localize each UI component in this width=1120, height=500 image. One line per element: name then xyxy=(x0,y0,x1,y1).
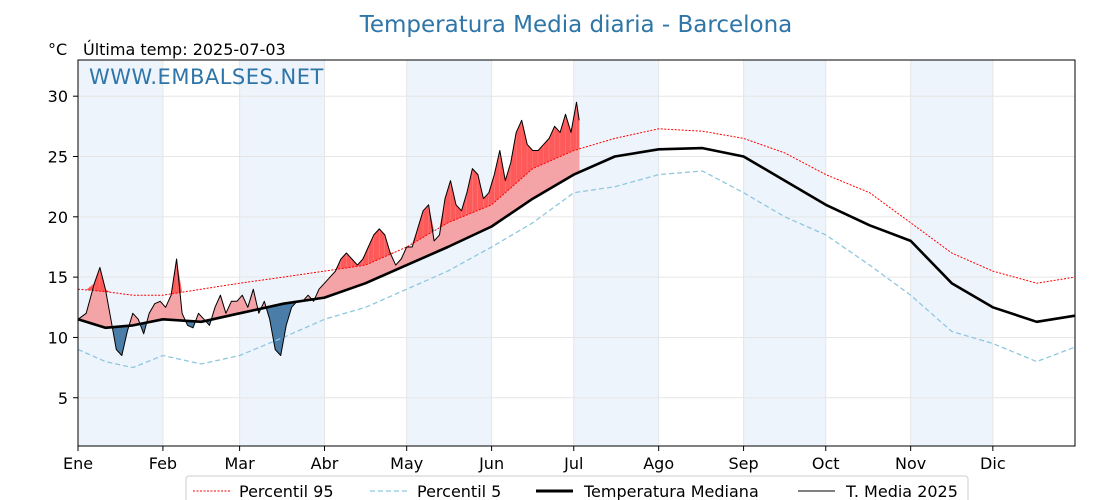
extreme-warm-fill xyxy=(565,114,572,155)
month-band xyxy=(239,60,325,446)
extreme-warm-fill xyxy=(176,259,183,294)
x-tick-label: Sep xyxy=(729,454,759,473)
extreme-warm-fill xyxy=(417,210,424,241)
month-band xyxy=(573,60,659,446)
series-line-current xyxy=(77,101,580,356)
y-tick-label: 20 xyxy=(48,208,68,227)
extreme-warm-fill xyxy=(488,174,495,206)
legend-label-current: T. Media 2025 xyxy=(845,482,958,500)
extreme-warm-fill xyxy=(94,267,100,292)
series-lines xyxy=(77,101,1076,369)
x-axis: Ene Feb Mar Abr May Jun Jul Ago Sep Oct Nov Dic xyxy=(63,446,1006,473)
extreme-warm-fill xyxy=(450,180,456,222)
series-line-median xyxy=(77,146,1076,330)
x-tick-label: Jul xyxy=(563,454,583,473)
x-tick-label: Ene xyxy=(63,454,93,473)
extreme-warm-fill xyxy=(521,120,528,179)
extreme-warm-fill xyxy=(362,246,369,266)
warm-anomaly-fill xyxy=(214,295,221,320)
extreme-warm-fill xyxy=(423,204,429,238)
extreme-warm-fill xyxy=(472,168,478,213)
legend-label-median: Temperatura Mediana xyxy=(583,482,759,500)
month-band xyxy=(78,60,163,446)
extreme-warm-fill xyxy=(368,234,374,264)
series-line-p95 xyxy=(77,128,1076,296)
extreme-warm-fill xyxy=(516,120,522,184)
extreme-warm-fill xyxy=(527,144,533,174)
extreme-warm-fill xyxy=(549,126,555,162)
y-tick-label: 30 xyxy=(48,87,68,106)
x-tick-label: Jun xyxy=(478,454,504,473)
series-line-p5 xyxy=(77,170,1076,369)
x-tick-label: Mar xyxy=(225,454,256,473)
extreme-warm-fill xyxy=(466,168,473,215)
extreme-warm-fill xyxy=(445,180,451,225)
y-tick-label: 15 xyxy=(48,268,68,287)
y-tick-label: 10 xyxy=(48,328,68,347)
month-bands xyxy=(78,60,993,446)
x-tick-label: Oct xyxy=(812,454,840,473)
x-tick-label: Abr xyxy=(311,454,339,473)
extreme-warm-fill xyxy=(560,114,566,157)
extreme-warm-fill xyxy=(538,144,544,167)
extreme-warm-fill xyxy=(554,126,561,159)
legend: Percentil 95 Percentil 5 Temperatura Med… xyxy=(185,475,969,500)
extreme-warm-fill xyxy=(455,204,462,220)
extreme-warm-fill xyxy=(576,102,580,150)
legend-label-p95: Percentil 95 xyxy=(239,482,334,500)
warm-anomaly-fill xyxy=(154,300,161,322)
extreme-warm-fill xyxy=(412,228,418,244)
plot-frame xyxy=(77,59,1076,447)
last-temp-label: Última temp: 2025-07-03 xyxy=(83,40,286,59)
x-tick-label: Dic xyxy=(980,454,1006,473)
x-tick-label: Ago xyxy=(643,454,674,473)
extreme-warm-fill xyxy=(499,150,506,198)
month-band xyxy=(743,60,826,446)
y-tick-label: 25 xyxy=(48,148,68,167)
y-tick-label: 5 xyxy=(58,389,68,408)
extreme-warm-fill xyxy=(340,253,347,269)
watermark: WWW.EMBALSES.NET xyxy=(89,65,324,89)
extreme-warm-fill xyxy=(510,132,517,188)
y-unit-label: °C xyxy=(48,40,67,59)
legend-label-p5: Percentil 5 xyxy=(417,482,501,500)
warm-anomaly-fill xyxy=(165,295,172,321)
extreme-warm-fill xyxy=(346,253,352,268)
extreme-warm-fill xyxy=(477,174,484,211)
extreme-warm-fill xyxy=(571,102,577,152)
x-tick-label: Feb xyxy=(149,454,177,473)
x-tick-label: May xyxy=(390,454,423,473)
chart-title: Temperatura Media diaria - Barcelona xyxy=(359,12,793,38)
extreme-warm-fill xyxy=(379,228,385,260)
legend-box xyxy=(185,475,969,500)
extreme-warm-fill xyxy=(373,228,380,262)
extreme-warm-fill xyxy=(483,192,489,209)
extreme-warm-fill xyxy=(532,150,539,169)
x-tick-label: Nov xyxy=(895,454,926,473)
extreme-warm-fill xyxy=(543,138,550,164)
cold-anomaly-fill xyxy=(274,303,281,357)
extreme-warm-fill xyxy=(494,150,500,203)
y-axis: 5 10 15 20 25 30 xyxy=(48,87,78,408)
extreme-warm-fill xyxy=(505,162,511,193)
